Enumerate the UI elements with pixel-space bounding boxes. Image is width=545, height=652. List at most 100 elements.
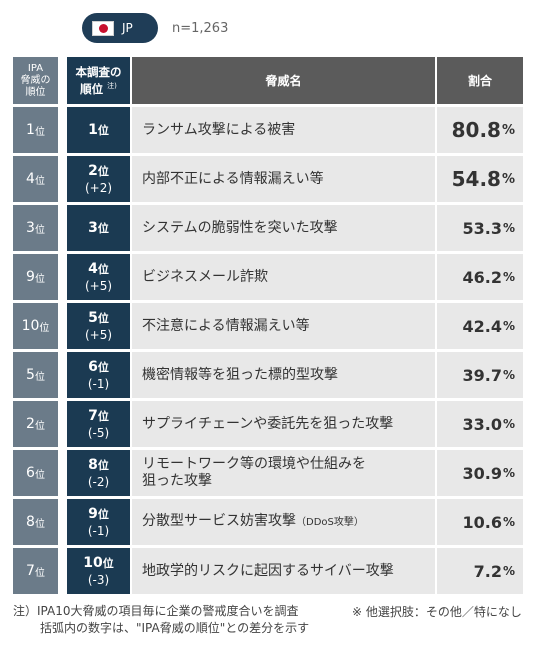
rank-diff: (-1) <box>87 376 110 391</box>
table-row: 5 位 6位 (-1) 機密情報等を狙った標的型攻撃 39.7% <box>13 352 523 398</box>
threat-name: サプライチェーンや委託先を狙った攻撃 <box>142 415 394 432</box>
ipa-rank-unit: 位 <box>34 224 45 236</box>
survey-rank-cell: 5位 (+5) <box>67 303 130 349</box>
footnote: 注）IPA10大脅威の項目毎に企業の警戒度合いを調査 括弧内の数字は、"IPA脅… <box>13 603 309 637</box>
ratio-value: 42.4 <box>462 316 502 336</box>
threat-name: 地政学的リスクに起因するサイバー攻撃 <box>142 562 394 579</box>
ipa-rank: 10 <box>21 318 40 334</box>
ratio-unit: % <box>502 221 515 235</box>
threat-name-line2: 狙った攻撃 <box>142 473 212 489</box>
threat-name: 不注意による情報漏えい等 <box>142 317 310 334</box>
survey-rank-unit: 位 <box>102 556 114 570</box>
ratio-value: 30.9 <box>462 463 502 483</box>
other-options-note: ※ 他選択肢：その他／特になし <box>352 605 522 619</box>
rank-diff: (-2) <box>87 474 110 489</box>
survey-rank: 9 <box>88 505 98 522</box>
survey-rank-unit: 位 <box>97 262 109 276</box>
survey-rank: 7 <box>88 407 98 424</box>
footnote-line1: 注）IPA10大脅威の項目毎に企業の警戒度合いを調査 <box>13 604 299 618</box>
rank-diff: (+2) <box>84 180 113 195</box>
ipa-rank-unit: 位 <box>34 567 45 579</box>
ipa-rank-unit: 位 <box>34 175 45 187</box>
survey-rank-unit: 位 <box>97 123 109 137</box>
ratio-unit: % <box>502 564 515 578</box>
threat-name-suffix: （DDoS攻撃） <box>296 517 364 528</box>
rank-diff: (+5) <box>84 278 113 293</box>
table-row: 6 位 8位 (-2) リモートワーク等の環境や仕組みを 狙った攻撃 30.9% <box>13 450 523 496</box>
survey-rank-unit: 位 <box>97 164 109 178</box>
ratio-cell: 33.0% <box>437 401 523 447</box>
survey-rank-cell: 1位 <box>67 107 130 153</box>
threat-name-cell: 分散型サービス妨害攻撃（DDoS攻撃） <box>132 499 435 545</box>
threat-name-cell: 地政学的リスクに起因するサイバー攻撃 <box>132 548 435 594</box>
survey-rank-unit: 位 <box>97 507 109 521</box>
ipa-rank: 9 <box>26 269 35 285</box>
survey-rank-cell: 6位 (-1) <box>67 352 130 398</box>
ipa-rank: 7 <box>26 563 35 579</box>
ratio-value: 33.0 <box>462 414 502 434</box>
survey-rank-unit: 位 <box>97 311 109 325</box>
threat-name-cell: システムの脆弱性を突いた攻撃 <box>132 205 435 251</box>
table-row: 2 位 7位 (-5) サプライチェーンや委託先を狙った攻撃 33.0% <box>13 401 523 447</box>
rank-diff: (-1) <box>87 523 110 538</box>
ratio-cell: 7.2% <box>437 548 523 594</box>
ratio-cell: 42.4% <box>437 303 523 349</box>
header-ratio: 割合 <box>437 57 523 104</box>
survey-rank-main: 10位 <box>83 555 113 572</box>
country-code: JP <box>122 21 133 35</box>
ratio-cell: 46.2% <box>437 254 523 300</box>
survey-rank-main: 2位 <box>88 163 109 180</box>
header-rank-note: 注) <box>107 82 117 91</box>
sample-header: JP n=1,263 <box>82 13 228 43</box>
footnote-line2: 括弧内の数字は、"IPA脅威の順位"との差分を示す <box>40 621 310 635</box>
ratio-value: 46.2 <box>462 267 502 287</box>
threat-name: ビジネスメール詐欺 <box>142 268 268 285</box>
table-row: 10 位 5位 (+5) 不注意による情報漏えい等 42.4% <box>13 303 523 349</box>
ipa-rank: 3 <box>26 220 35 236</box>
ratio-unit: % <box>502 466 515 480</box>
survey-rank-main: 1位 <box>88 122 109 139</box>
threat-name: 内部不正による情報漏えい等 <box>142 170 324 187</box>
ratio-unit: % <box>502 417 515 431</box>
survey-rank-unit: 位 <box>97 360 109 374</box>
threat-name-cell: ビジネスメール詐欺 <box>132 254 435 300</box>
header-ipa-line3: 順位 <box>25 86 46 98</box>
survey-rank-cell: 4位 (+5) <box>67 254 130 300</box>
ipa-rank-unit: 位 <box>34 518 45 530</box>
ratio-value: 80.8 <box>451 118 501 142</box>
survey-rank: 1 <box>88 121 98 138</box>
survey-rank: 8 <box>88 456 98 473</box>
sample-size: n=1,263 <box>172 20 229 36</box>
survey-rank-main: 8位 <box>88 457 109 474</box>
flag-sun-icon <box>98 23 108 33</box>
survey-rank-main: 5位 <box>88 310 109 327</box>
survey-rank-cell: 3位 <box>67 205 130 251</box>
table-header-row: IPA 脅威の 順位 本調査の 順位 注) 脅威名 割合 <box>13 57 523 104</box>
ratio-unit: % <box>501 171 515 187</box>
survey-rank-unit: 位 <box>97 221 109 235</box>
ratio-unit: % <box>501 122 515 138</box>
ratio-unit: % <box>502 270 515 284</box>
survey-rank: 3 <box>88 219 98 236</box>
survey-rank: 2 <box>88 162 98 179</box>
ratio-value: 54.8 <box>451 167 501 191</box>
threat-name-cell: 不注意による情報漏えい等 <box>132 303 435 349</box>
survey-rank: 6 <box>88 358 98 375</box>
ipa-rank: 2 <box>26 416 35 432</box>
survey-rank: 10 <box>83 554 103 571</box>
ratio-value: 39.7 <box>462 365 502 385</box>
ratio-value: 10.6 <box>462 512 502 532</box>
table-row: 4 位 2位 (+2) 内部不正による情報漏えい等 54.8% <box>13 156 523 202</box>
ipa-rank-unit: 位 <box>34 126 45 138</box>
survey-rank-main: 6位 <box>88 359 109 376</box>
ratio-cell: 54.8% <box>437 156 523 202</box>
header-threat-name: 脅威名 <box>132 57 435 104</box>
ratio-cell: 53.3% <box>437 205 523 251</box>
survey-rank-main: 4位 <box>88 261 109 278</box>
ipa-rank-unit: 位 <box>34 273 45 285</box>
ipa-rank: 1 <box>26 122 35 138</box>
